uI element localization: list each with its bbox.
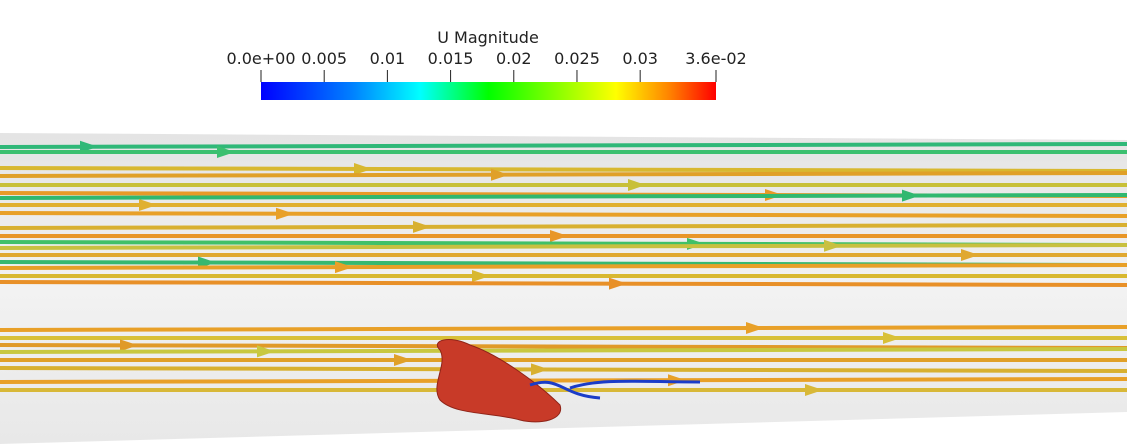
streamline	[0, 166, 1127, 173]
pipe-surface	[0, 133, 1127, 444]
tick-label: 0.01	[370, 49, 406, 68]
flow-arrow	[335, 261, 353, 274]
streamline	[0, 263, 1127, 270]
flow-arrow	[217, 146, 235, 158]
streamline	[0, 193, 1127, 200]
colorbar-title: U Magnitude	[437, 28, 539, 47]
streamline	[0, 211, 1127, 218]
flow-arrow	[805, 384, 823, 396]
streamline	[0, 171, 1127, 178]
flow-arrow	[961, 249, 979, 261]
flow-arrow	[394, 354, 412, 366]
tick-label: 0.015	[428, 49, 474, 68]
flow-arrow	[550, 230, 568, 242]
streamline	[0, 142, 1127, 149]
flow-arrow	[257, 345, 275, 358]
flow-arrow	[491, 168, 509, 181]
colorbar-ticks: 0.0e+00 0.005 0.01 0.015 0.02 0.025 0.03 3.6e-0…	[226, 49, 747, 82]
flow-arrow	[354, 162, 372, 175]
flow-arrow	[628, 179, 646, 191]
flow-arrow	[824, 239, 842, 252]
streamline	[0, 325, 1127, 332]
flow-arrow	[276, 207, 294, 220]
slow-streamline	[529, 379, 701, 400]
flow-arrow	[609, 277, 627, 290]
flow-arrow	[883, 332, 901, 344]
tick-label: 0.0e+00	[226, 49, 295, 68]
colorbar	[261, 82, 716, 100]
flow-arrow	[472, 270, 490, 282]
tick-label: 3.6e-02	[685, 49, 746, 68]
flow-arrow	[80, 140, 98, 153]
streamline	[0, 223, 1127, 230]
streamline	[0, 347, 1127, 354]
flow-arrow	[746, 322, 764, 335]
flow-arrow	[120, 339, 138, 352]
flow-arrow	[531, 363, 549, 376]
flow-arrow	[413, 220, 431, 233]
flow-arrow	[902, 189, 920, 202]
flow-arrow	[139, 199, 157, 211]
tick-label: 0.03	[622, 49, 658, 68]
tick-label: 0.02	[496, 49, 532, 68]
tick-label: 0.025	[554, 49, 600, 68]
tick-label: 0.005	[301, 49, 347, 68]
obstacle-surface	[436, 339, 562, 423]
streamline	[0, 280, 1127, 287]
streamline	[0, 243, 1127, 250]
